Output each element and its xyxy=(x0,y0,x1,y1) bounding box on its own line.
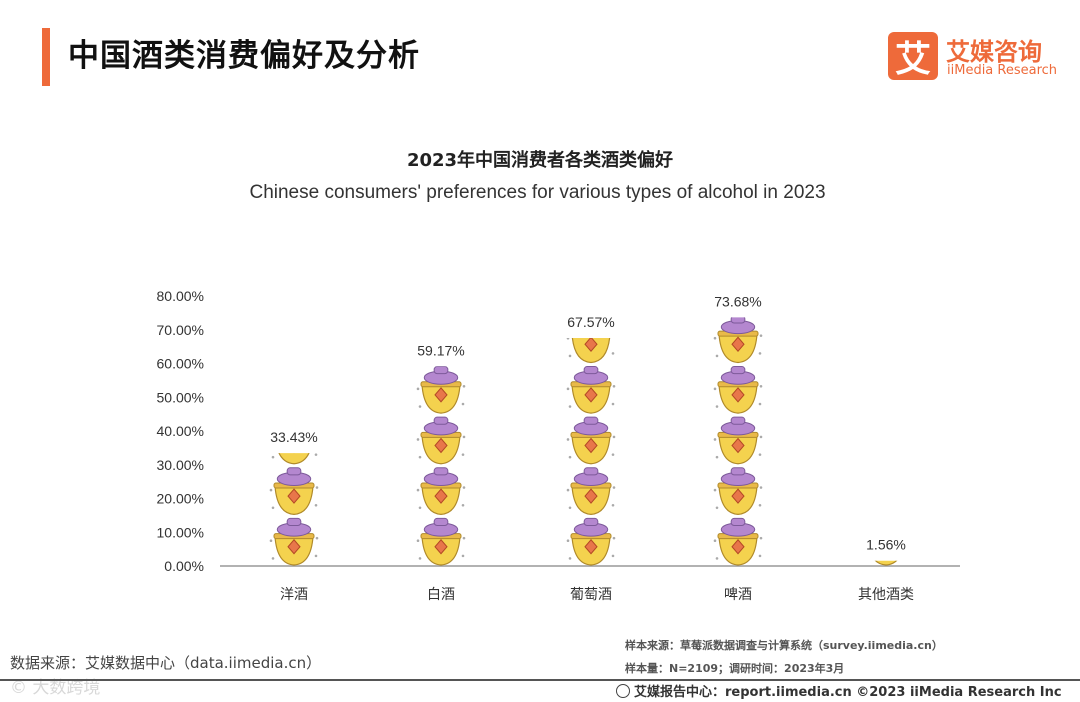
bar-洋酒 xyxy=(269,453,319,566)
bar-其他酒类 xyxy=(874,560,898,566)
y-tick-label: 40.00% xyxy=(157,423,204,439)
y-tick-label: 70.00% xyxy=(157,322,204,338)
sample-source-note: 样本来源：草莓派数据调查与计算系统（survey.iimedia.cn） xyxy=(625,639,943,652)
data-label: 73.68% xyxy=(714,293,761,309)
data-label: 1.56% xyxy=(866,537,906,553)
footer-divider xyxy=(0,679,1080,681)
x-tick-label: 洋酒 xyxy=(280,587,308,603)
bar-啤酒 xyxy=(713,317,763,566)
x-tick-label: 白酒 xyxy=(427,587,455,603)
y-tick-label: 50.00% xyxy=(157,389,204,405)
iimedia-logo[interactable]: 艾 艾媒咨询 iiMedia Research xyxy=(888,32,1068,82)
data-label: 67.57% xyxy=(567,314,614,330)
x-tick-label: 葡萄酒 xyxy=(570,587,612,603)
globe-icon xyxy=(616,683,630,698)
chart-title: 2023年中国消费者各类酒类偏好 xyxy=(406,150,674,171)
bar-葡萄酒 xyxy=(566,337,616,566)
report-center-text: 艾媒报告中心：report.iimedia.cn ©2023 iiMedia R… xyxy=(634,685,1062,700)
x-tick-label: 其他酒类 xyxy=(858,587,914,603)
logo-english-name: iiMedia Research xyxy=(947,63,1058,78)
data-label: 59.17% xyxy=(417,342,464,358)
y-tick-label: 0.00% xyxy=(164,558,204,574)
x-tick-label: 啤酒 xyxy=(724,587,752,603)
bar-白酒 xyxy=(416,366,466,566)
logo-mark: 艾 xyxy=(888,32,938,80)
data-label: 33.43% xyxy=(270,429,317,445)
page-title: 中国酒类消费偏好及分析 xyxy=(68,38,420,74)
y-tick-label: 10.00% xyxy=(157,524,204,540)
logo-chinese-name: 艾媒咨询 xyxy=(946,38,1042,66)
sample-size-note: 样本量：N=2109；调研时间：2023年3月 xyxy=(625,662,845,675)
y-tick-label: 80.00% xyxy=(157,288,204,304)
y-tick-label: 60.00% xyxy=(157,356,204,372)
y-tick-label: 20.00% xyxy=(157,491,204,507)
y-tick-label: 30.00% xyxy=(157,457,204,473)
report-center-footer: 艾媒报告中心：report.iimedia.cn ©2023 iiMedia R… xyxy=(616,681,1062,700)
watermark: © 大数跨境 xyxy=(10,678,101,698)
pictorial-bar-chart: 0.00% 10.00% 20.00% 30.00% 40.00% 50.00% 60.00… xyxy=(157,288,960,603)
chart-subtitle: Chinese consumers' preferences for vario… xyxy=(249,182,826,203)
title-accent-bar xyxy=(42,28,50,86)
data-source: 数据来源：艾媒数据中心（data.iimedia.cn） xyxy=(10,654,322,672)
